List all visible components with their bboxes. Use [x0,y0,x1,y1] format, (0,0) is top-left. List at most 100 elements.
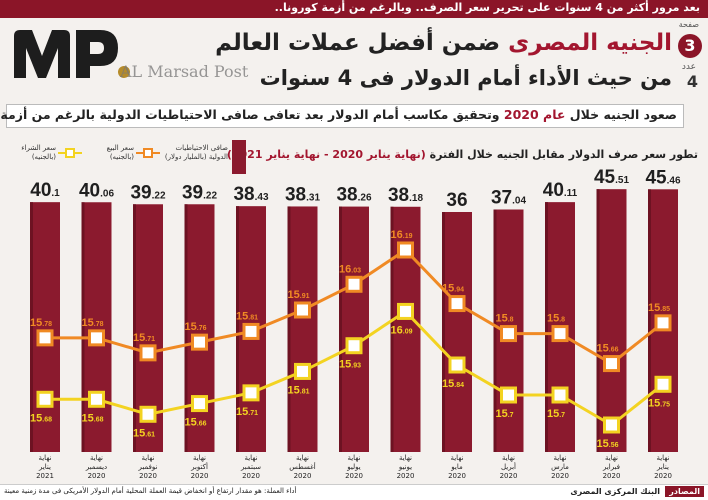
x-tick-line1: نهاية [244,454,257,462]
sell-price-value-label: 16.03 [339,263,361,275]
x-tick-line3: 2020 [294,472,312,480]
x-tick-line3: 2020 [139,472,157,480]
x-tick-line2: سبتمبر [240,463,261,471]
main-title: الجنيه المصرى ضمن أفضل عملات العالم [152,30,672,56]
x-tick-line3: 2020 [654,472,672,480]
x-tick-line1: نهاية [90,454,103,462]
buy-price-value-label: 15.81 [288,384,310,396]
buy-price-value-label: 15.61 [133,427,155,439]
buy-price-value-label: 15.66 [185,417,207,429]
x-tick-line1: نهاية [656,454,669,462]
bar-shade [442,212,445,452]
sell-price-marker [654,314,672,332]
bar-reserves [30,202,60,452]
legend-sell: سعر البيع (بالجنيه) [106,144,134,161]
x-tick-line1: نهاية [296,454,309,462]
buy-price-value-label: 15.56 [597,438,619,450]
buy-price-value-label: 15.93 [339,359,361,371]
chart-heading-main: تطور سعر صرف الدولار مقابل الجنيه خلال ا… [429,148,698,161]
x-tick-line3: 2020 [242,472,260,480]
buy-price-marker [191,395,208,413]
sell-price-value-label: 15.71 [133,332,155,344]
reserves-exchange-chart: 40.1نهايةيناير202140.06نهايةديسمبر202039… [30,167,681,480]
sell-price-marker [36,329,54,347]
bar-reserves [442,212,472,452]
x-tick-line2: أغسطس [289,462,316,471]
subtitle-highlight: عام 2020 [503,107,566,122]
bar-shade [133,204,136,452]
bar-shade [493,209,497,452]
sell-price-value-label: 15.8 [547,313,565,325]
chart-heading-period: (نهاية يناير 2020 - نهاية يناير 2021) [226,148,426,161]
x-tick-line2: يناير [656,463,669,471]
main-title-line2: من حيث الأداء أمام الدولار فى 4 سنوات [259,66,672,90]
bar-value-label: 39.22 [130,182,165,203]
bar-value-label: 38.26 [336,185,371,206]
legend-reserves: صافى الاحتياطيات الدولية (بالمليار دولار… [164,144,228,161]
top-banner: بعد مرور أكثر من 4 سنوات على تحرير سعر ا… [0,0,708,18]
sell-price-marker [139,344,157,362]
x-tick-line1: نهاية [450,454,463,462]
x-tick-line3: 2020 [500,472,518,480]
x-tick-line2: يوليو [346,463,360,471]
chart-legend: صافى الاحتياطيات الدولية (بالمليار دولار… [14,140,254,174]
legend-swatch-sell [136,148,160,158]
subtitle: صعود الجنيه خلال عام 2020 وتحقيق مكاسب أ… [0,107,677,122]
sell-price-marker [551,325,569,343]
legend-swatch-bar [232,140,246,174]
buy-price-value-label: 15.7 [495,408,513,420]
x-tick-line2: مايو [450,463,463,471]
page-label: صفحة [678,20,699,29]
bar-value-label: 38.43 [233,184,268,205]
buy-price-value-label: 15.75 [648,397,670,409]
buy-price-value-label: 15.84 [442,378,464,390]
x-tick-line3: 2020 [88,472,106,480]
x-tick-line1: نهاية [193,454,206,462]
sell-price-value-label: 15.8 [495,313,513,325]
bar-reserves [339,206,369,452]
bar-value-label: 39.22 [182,182,217,203]
x-tick-line3: 2020 [448,472,466,480]
sell-price-marker [88,329,105,347]
title-rest: ضمن أفضل عملات العالم [215,30,501,56]
x-tick-line3: 2020 [551,472,569,480]
bar-reserves [287,206,318,452]
x-tick-line3: 2021 [36,472,54,480]
legend-swatch-buy [58,148,82,158]
chart-heading: تطور سعر صرف الدولار مقابل الجنيه خلال ا… [227,148,698,161]
buy-price-value-label: 15.71 [236,406,258,418]
bar-reserves [596,189,627,452]
buy-price-marker [500,386,517,404]
x-tick-line2: ديسمبر [85,463,107,471]
bar-shade [596,189,600,452]
buy-price-marker [603,416,620,434]
x-tick-line3: 2020 [603,472,621,480]
sell-price-marker [448,295,466,313]
sell-price-marker [500,325,517,343]
sell-price-value-label: 15.85 [648,302,670,314]
x-tick-line2: يناير [38,463,51,471]
bar-value-label: 40.06 [79,180,114,201]
x-tick-line1: نهاية [141,454,154,462]
sell-price-marker [191,333,208,351]
buy-price-marker [654,375,672,393]
bar-shade [545,202,548,452]
bar-value-label: 38.31 [285,184,320,205]
x-tick-line3: 2020 [191,472,209,480]
subtitle-bar: صعود الجنيه خلال عام 2020 وتحقيق مكاسب أ… [0,104,684,128]
bar-value-label: 40.11 [543,180,578,201]
bar-value-label: 36 [446,190,467,211]
bar-shade [236,206,239,452]
bar-value-label: 45.46 [645,167,680,188]
x-tick-line1: نهاية [399,454,412,462]
bar-shade [390,206,394,452]
sell-price-value-label: 15.78 [30,317,52,329]
buy-price-marker [294,362,311,380]
watermark: AL Marsad Post [120,62,249,81]
sell-price-value-label: 15.94 [442,283,464,295]
sell-price-value-label: 15.91 [288,289,310,301]
buy-price-value-label: 15.68 [30,412,52,424]
buy-price-marker [448,356,466,374]
bar-value-label: 40.1 [30,180,60,201]
